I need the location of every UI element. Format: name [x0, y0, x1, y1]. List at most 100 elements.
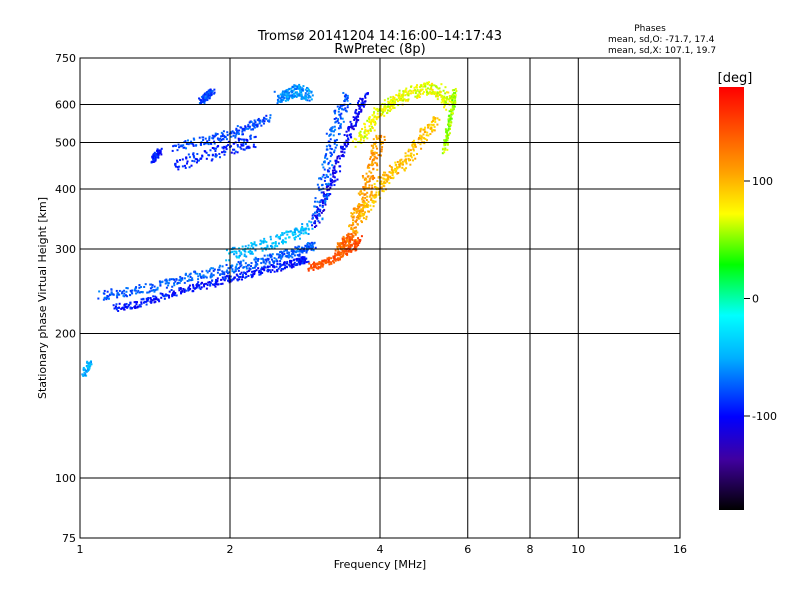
data-point [282, 262, 285, 265]
data-point [281, 239, 284, 242]
data-point [365, 178, 368, 181]
data-point [286, 251, 289, 254]
data-point [394, 98, 397, 101]
data-point [125, 302, 128, 305]
data-point [450, 121, 453, 124]
data-point [368, 186, 371, 189]
data-point [255, 244, 258, 247]
data-point [346, 96, 349, 99]
data-point [347, 129, 350, 132]
data-point [364, 187, 367, 190]
data-point [448, 110, 451, 113]
data-point [237, 256, 240, 259]
data-point [227, 140, 230, 143]
data-point [407, 98, 410, 101]
data-point [379, 105, 382, 108]
data-point [335, 144, 338, 147]
data-point [271, 269, 274, 272]
data-point [409, 85, 412, 88]
data-point [290, 266, 293, 269]
data-point [430, 91, 433, 94]
data-point [333, 151, 336, 154]
data-point [202, 276, 205, 279]
data-point [445, 91, 448, 94]
data-point [87, 363, 90, 366]
data-point [203, 93, 206, 96]
data-point [359, 106, 362, 109]
data-point [306, 245, 309, 248]
data-point [260, 247, 263, 250]
data-point [313, 266, 316, 269]
data-point [373, 111, 376, 114]
data-point [410, 90, 413, 93]
data-point [333, 258, 336, 261]
data-point [296, 92, 299, 95]
data-point [296, 94, 299, 97]
data-point [166, 281, 169, 284]
data-point [361, 175, 364, 178]
data-point [124, 294, 127, 297]
data-point [301, 246, 304, 249]
data-point [250, 273, 253, 276]
data-point [178, 279, 181, 282]
data-point [338, 132, 341, 135]
data-point [345, 145, 348, 148]
data-point [309, 244, 312, 247]
data-point [210, 272, 213, 275]
data-point [443, 95, 446, 98]
data-point [324, 154, 327, 157]
data-point [372, 201, 375, 204]
data-point [341, 238, 344, 241]
data-point [268, 261, 271, 264]
data-point [270, 254, 273, 257]
data-point [368, 210, 371, 213]
data-point [178, 287, 181, 290]
data-point [301, 256, 304, 259]
y-axis-label: Stationary phase Virtual Height [km] [36, 197, 49, 399]
data-point [237, 269, 240, 272]
data-point [240, 147, 243, 150]
data-point [247, 270, 250, 273]
data-point [362, 136, 365, 139]
data-point [278, 266, 281, 269]
data-point [163, 297, 166, 300]
data-point [310, 241, 313, 244]
data-point [191, 278, 194, 281]
data-point [446, 97, 449, 100]
data-point [359, 214, 362, 217]
data-point [117, 309, 120, 312]
data-point [307, 96, 310, 99]
data-point [211, 283, 214, 286]
data-point [341, 117, 344, 120]
data-point [225, 249, 228, 252]
data-point [226, 134, 229, 137]
data-point [346, 106, 349, 109]
data-point [329, 186, 332, 189]
data-point [296, 259, 299, 262]
data-point [242, 148, 245, 151]
data-point [412, 142, 415, 145]
data-point [287, 99, 290, 102]
data-point [247, 250, 250, 253]
data-point [346, 239, 349, 242]
data-point [362, 203, 365, 206]
data-point [352, 223, 355, 226]
grid [80, 58, 680, 538]
data-point [407, 148, 410, 151]
data-point [235, 130, 238, 133]
data-point [398, 160, 401, 163]
data-point [453, 105, 456, 108]
data-point [133, 305, 136, 308]
data-point [312, 213, 315, 216]
data-point [369, 157, 372, 160]
data-point [190, 279, 193, 282]
data-point [327, 170, 330, 173]
data-point [403, 168, 406, 171]
data-point [117, 293, 120, 296]
data-point [135, 303, 138, 306]
data-point [193, 156, 196, 159]
data-point [348, 127, 351, 130]
data-point [334, 162, 337, 165]
data-point [284, 264, 287, 267]
data-point [261, 271, 264, 274]
